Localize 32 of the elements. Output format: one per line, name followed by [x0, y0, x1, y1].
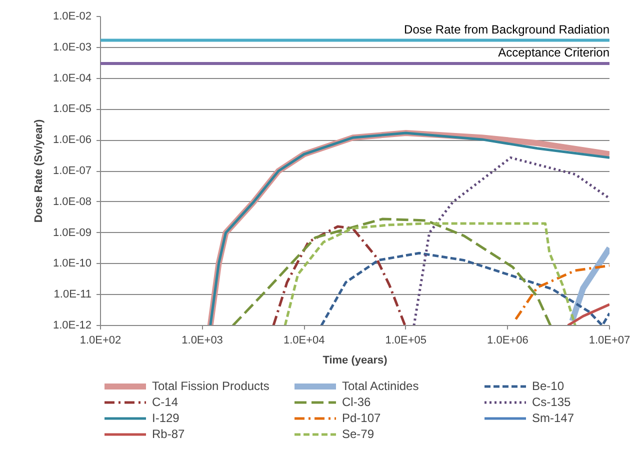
- x-tick-label: 1.0E+04: [283, 334, 325, 346]
- y-tick-label: 1.0E-12: [52, 320, 92, 332]
- legend-label: Total Fission Products: [152, 379, 270, 393]
- x-axis-title: Time (years): [322, 354, 388, 366]
- y-tick-label: 1.0E-08: [52, 196, 92, 208]
- legend-label: Be-10: [532, 379, 566, 393]
- legend-label: Total Actinides: [342, 379, 420, 393]
- y-axis-title: Dose Rate (Sv/year): [32, 119, 45, 223]
- legend-label: Cl-36: [342, 395, 372, 409]
- y-tick-label: 1.0E-06: [52, 134, 92, 146]
- legend-label: Rb-87: [152, 427, 186, 441]
- x-tick-label: 1.0E+05: [385, 334, 427, 346]
- y-tick-label: 1.0E-02: [52, 10, 92, 22]
- legend-label: Se-79: [342, 427, 376, 441]
- y-tick-label: 1.0E-04: [52, 72, 92, 84]
- x-tick-label: 1.0E+03: [182, 334, 223, 346]
- x-tick-label: 1.0E+07: [588, 334, 630, 346]
- ref-line-label: Acceptance Criterion: [498, 46, 610, 60]
- legend-label: C-14: [152, 395, 180, 409]
- legend-label: Sm-147: [532, 411, 576, 425]
- legend-label: Cs-135: [532, 395, 572, 409]
- y-tick-label: 1.0E-03: [52, 41, 92, 54]
- x-tick-label: 1.0E+06: [487, 334, 528, 346]
- y-tick-label: 1.0E-11: [54, 288, 92, 301]
- legend-label: I-129: [152, 411, 180, 425]
- y-tick-label: 1.0E-10: [52, 258, 92, 270]
- ref-line-label: Dose Rate from Background Radiation: [404, 22, 610, 36]
- legend-label: Pd-107: [342, 411, 382, 425]
- y-tick-label: 1.0E-07: [52, 165, 92, 177]
- x-tick-label: 1.0E+02: [80, 334, 122, 346]
- y-tick-label: 1.0E-09: [52, 226, 92, 239]
- y-tick-label: 1.0E-05: [52, 103, 92, 116]
